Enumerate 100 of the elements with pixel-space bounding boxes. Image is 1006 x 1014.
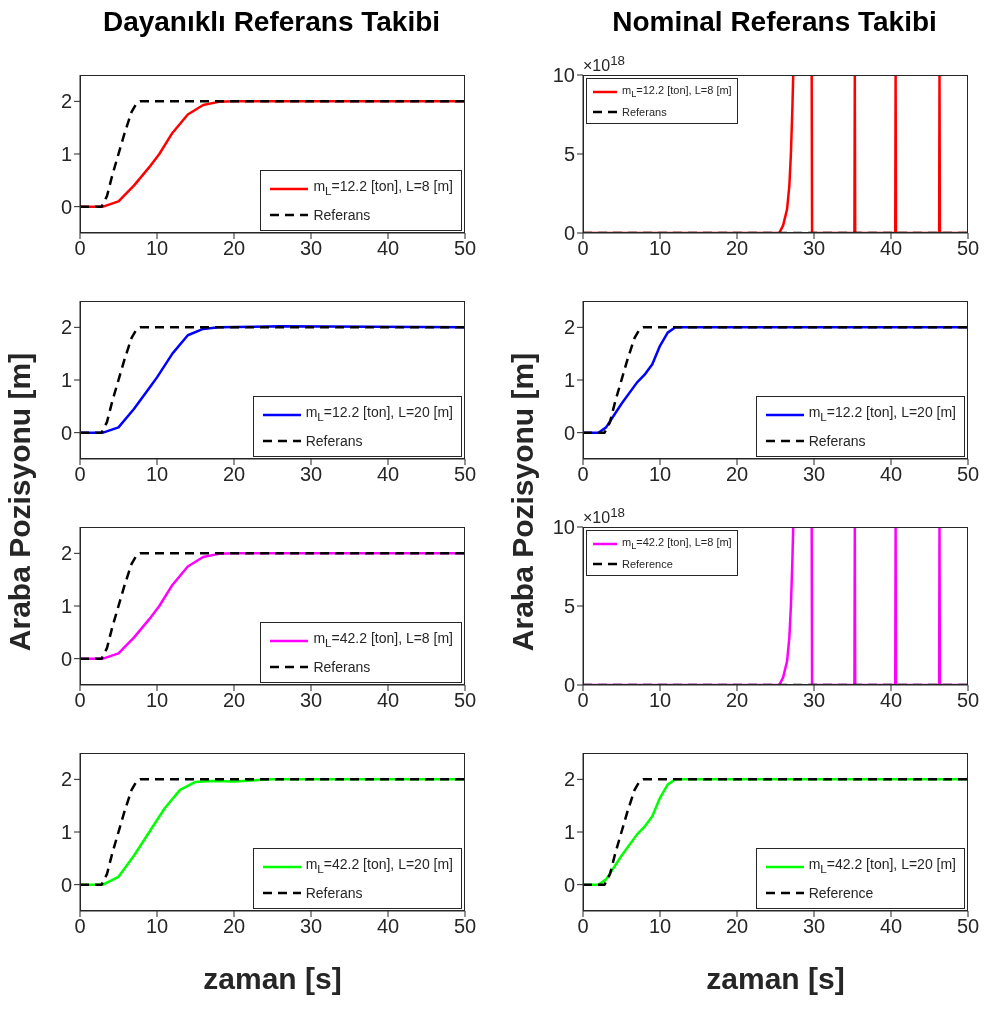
x-tick-label: 50	[956, 237, 980, 260]
y-tick-label: 0	[563, 674, 575, 697]
x-tick-label: 0	[577, 689, 589, 712]
x-tick-label: 10	[145, 689, 169, 712]
y-tick-label: 2	[563, 316, 575, 339]
y-tick-label: 2	[60, 768, 72, 791]
y-tick-label: 10	[552, 64, 575, 87]
x-tick-label: 20	[222, 689, 246, 712]
y-tick-label: 0	[563, 421, 575, 444]
legend-label: Referans	[808, 432, 866, 451]
x-tick-label: 50	[453, 463, 477, 486]
x-tick-label: 30	[299, 463, 323, 486]
x-axis-title: zaman [s]	[705, 961, 846, 997]
x-tick-label: 20	[222, 463, 246, 486]
y-tick-label: 2	[60, 542, 72, 565]
y-tick-label: 0	[60, 873, 72, 896]
x-tick-label: 20	[222, 915, 246, 938]
line-series	[583, 326, 968, 434]
legend-label: Referans	[305, 884, 363, 903]
x-tick-label: 40	[376, 463, 400, 486]
legend-label: m$_{L}$=42.2 [ton], L=20 [m]	[305, 855, 453, 877]
legend-label: Reference	[808, 884, 874, 903]
legend-label: Referans	[313, 206, 371, 225]
x-tick-label: 50	[453, 237, 477, 260]
x-tick-label: 10	[648, 237, 672, 260]
x-tick-label: 10	[145, 915, 169, 938]
x-tick-label: 0	[74, 463, 86, 486]
x-tick-label: 40	[879, 237, 903, 260]
text: ×10$^{18}$	[583, 52, 625, 77]
chart-title: Nominal Referans Takibi	[611, 5, 938, 39]
y-tick-label: 0	[60, 647, 72, 670]
x-tick-label: 40	[879, 689, 903, 712]
y-tick-label: 0	[563, 873, 575, 896]
x-tick-label: 10	[648, 463, 672, 486]
y-axis-title: Araba Pozisyonu [m]	[506, 352, 540, 652]
y-axis-title: Araba Pozisyonu [m]	[3, 352, 37, 652]
y-tick-label: 1	[563, 821, 575, 844]
legend-label: Referans	[622, 105, 667, 121]
legend-label: m$_{L}$=42.2 [ton], L=20 [m]	[808, 855, 956, 877]
line-series	[80, 100, 465, 208]
x-tick-label: 10	[145, 463, 169, 486]
x-tick-label: 50	[956, 689, 980, 712]
legend-label: m$_{L}$=12.2 [ton], L=20 [m]	[808, 403, 956, 425]
chart-title: Dayanıklı Referans Takibi	[101, 5, 442, 39]
x-tick-label: 40	[376, 689, 400, 712]
legend-label: m$_{L}$=42.2 [ton], L=8 [m]	[313, 629, 453, 651]
x-tick-label: 40	[879, 463, 903, 486]
x-tick-label: 30	[299, 689, 323, 712]
line-series	[80, 552, 465, 660]
y-tick-label: 2	[60, 316, 72, 339]
legend-label: m$_{L}$=12.2 [ton], L=8 [m]	[622, 83, 732, 102]
y-tick-label: 0	[563, 222, 575, 245]
y-tick-label: 2	[60, 90, 72, 113]
y-tick-label: 0	[60, 421, 72, 444]
x-tick-label: 50	[956, 915, 980, 938]
x-tick-label: 30	[802, 237, 826, 260]
text: ×10$^{18}$	[583, 504, 625, 529]
y-tick-label: 1	[60, 143, 72, 166]
x-tick-label: 30	[299, 915, 323, 938]
x-tick-label: 20	[725, 915, 749, 938]
x-tick-label: 40	[376, 237, 400, 260]
x-tick-label: 0	[577, 463, 589, 486]
x-tick-label: 30	[802, 689, 826, 712]
line-series	[583, 778, 968, 886]
legend-label: m$_{L}$=42.2 [ton], L=8 [m]	[622, 535, 732, 554]
x-tick-label: 50	[453, 689, 477, 712]
y-tick-label: 5	[563, 595, 575, 618]
x-tick-label: 50	[453, 915, 477, 938]
x-tick-label: 30	[802, 463, 826, 486]
x-tick-label: 30	[802, 915, 826, 938]
x-tick-label: 10	[648, 915, 672, 938]
legend-label: Referans	[313, 658, 371, 677]
x-tick-label: 20	[725, 689, 749, 712]
y-tick-label: 0	[60, 195, 72, 218]
y-tick-label: 1	[60, 369, 72, 392]
x-tick-label: 0	[74, 689, 86, 712]
x-tick-label: 50	[956, 463, 980, 486]
x-axis-title: zaman [s]	[202, 961, 343, 997]
x-tick-label: 0	[74, 237, 86, 260]
y-tick-label: 1	[60, 821, 72, 844]
y-tick-label: 1	[60, 595, 72, 618]
legend-label: m$_{L}$=12.2 [ton], L=20 [m]	[305, 403, 453, 425]
legend-label: m$_{L}$=12.2 [ton], L=8 [m]	[313, 177, 453, 199]
legend-label: Reference	[622, 557, 673, 573]
x-tick-label: 10	[145, 237, 169, 260]
y-tick-label: 2	[563, 768, 575, 791]
x-tick-label: 0	[74, 915, 86, 938]
x-tick-label: 0	[577, 915, 589, 938]
x-tick-label: 20	[725, 237, 749, 260]
y-tick-label: 1	[563, 369, 575, 392]
legend-label: Referans	[305, 432, 363, 451]
x-tick-label: 40	[376, 915, 400, 938]
y-tick-label: 10	[552, 516, 575, 539]
x-tick-label: 40	[879, 915, 903, 938]
x-tick-label: 20	[725, 463, 749, 486]
x-tick-label: 20	[222, 237, 246, 260]
x-tick-label: 30	[299, 237, 323, 260]
y-tick-label: 5	[563, 143, 575, 166]
x-tick-label: 0	[577, 237, 589, 260]
x-tick-label: 10	[648, 689, 672, 712]
